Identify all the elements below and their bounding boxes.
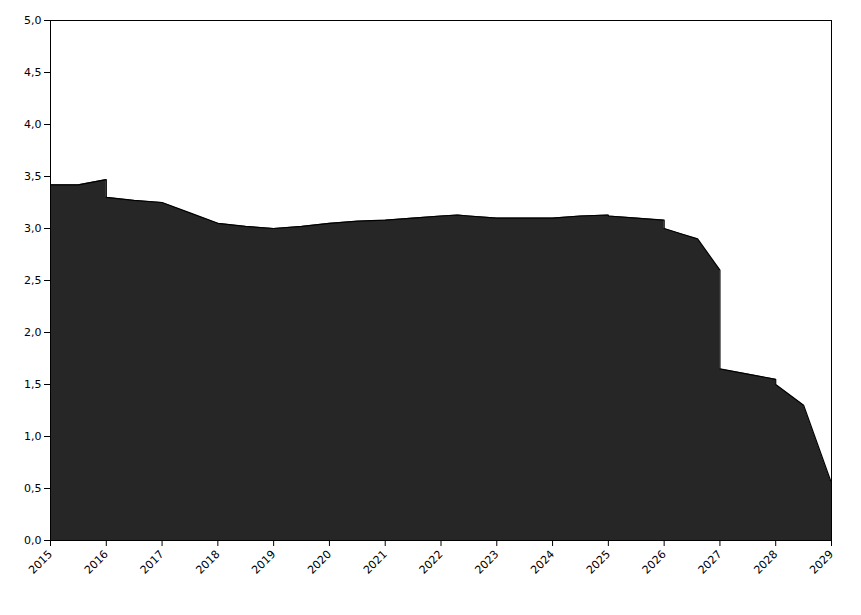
svg-text:2026: 2026 [640, 548, 669, 577]
svg-text:3,0: 3,0 [24, 222, 42, 235]
svg-text:2,0: 2,0 [24, 326, 42, 339]
svg-text:2023: 2023 [472, 548, 501, 577]
svg-text:5,0: 5,0 [24, 14, 42, 27]
svg-text:2017: 2017 [138, 548, 167, 577]
svg-text:3,5: 3,5 [24, 170, 42, 183]
svg-text:2,5: 2,5 [24, 274, 42, 287]
svg-text:4,5: 4,5 [24, 66, 42, 79]
svg-text:0,5: 0,5 [24, 482, 42, 495]
svg-text:0,0: 0,0 [24, 534, 42, 547]
svg-text:1,0: 1,0 [24, 430, 42, 443]
svg-text:2025: 2025 [584, 548, 613, 577]
svg-text:2021: 2021 [361, 548, 390, 577]
svg-text:2024: 2024 [528, 548, 557, 577]
svg-text:2018: 2018 [193, 548, 222, 577]
svg-text:2016: 2016 [82, 548, 111, 577]
svg-text:2015: 2015 [26, 548, 55, 577]
svg-text:2029: 2029 [807, 548, 836, 577]
svg-text:2019: 2019 [249, 548, 278, 577]
svg-text:1,5: 1,5 [24, 378, 42, 391]
svg-text:2028: 2028 [751, 548, 780, 577]
svg-text:2027: 2027 [696, 548, 725, 577]
svg-text:2020: 2020 [305, 548, 334, 577]
svg-text:2022: 2022 [417, 548, 446, 577]
svg-text:4,0: 4,0 [24, 118, 42, 131]
